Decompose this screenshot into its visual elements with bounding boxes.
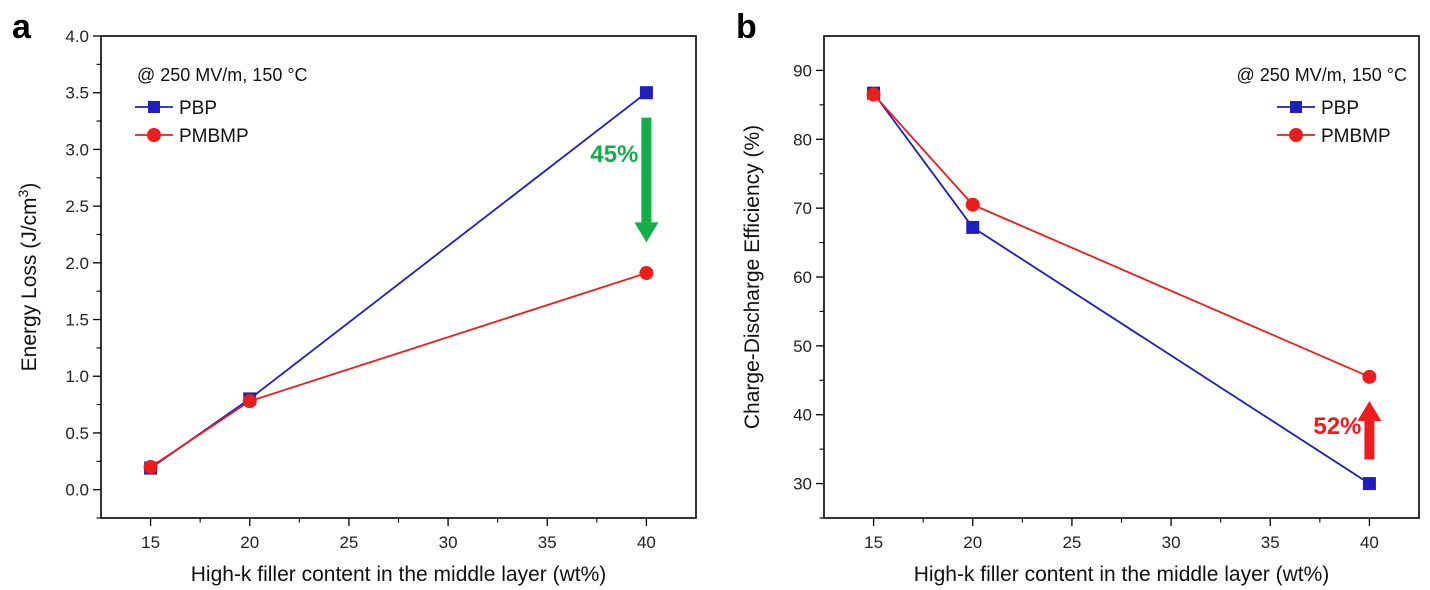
legend-entry-pbp: PBP bbox=[179, 98, 217, 119]
x-tick-label: 25 bbox=[339, 533, 358, 552]
y-axis-label-text: Charge-Discharge Efficiency (%) bbox=[741, 125, 764, 429]
x-tick-label: 15 bbox=[141, 533, 160, 552]
change-arrow-shaft bbox=[1364, 420, 1375, 460]
y-tick-label: 2.5 bbox=[65, 197, 89, 216]
legend-marker-pbp bbox=[1290, 101, 1302, 113]
series-line-pbp bbox=[150, 91, 647, 469]
change-arrow-head bbox=[1357, 400, 1382, 421]
legend-entry-pbp: PBP bbox=[1321, 98, 1359, 119]
data-point-pbp bbox=[1362, 477, 1376, 491]
panel-a: a 15 20 25 30 35 40 0.0 0.5 1.0 1.5 2.0 2.5 3.0 3.5 4.0… bbox=[12, 8, 697, 586]
condition-annotation: @ 250 MV/m, 150 °C bbox=[137, 65, 308, 85]
panel-b: b 15 20 25 30 35 40 30 40 50 60 70 80 90 High-k filler… bbox=[736, 8, 1420, 586]
legend-entry-pmbmp: PMBMP bbox=[179, 126, 249, 147]
y-tick-label: 40 bbox=[793, 406, 812, 425]
change-arrow-head bbox=[634, 222, 659, 243]
x-tick-label: 30 bbox=[1162, 533, 1181, 552]
y-axis-label: Charge-Discharge Efficiency (%) bbox=[741, 125, 764, 429]
x-tick-label: 20 bbox=[240, 533, 259, 552]
y-tick-label: 50 bbox=[793, 337, 812, 356]
y-tick-label: 3.5 bbox=[65, 84, 89, 103]
data-point-pmbmp bbox=[143, 459, 158, 474]
data-point-pmbmp bbox=[866, 87, 881, 102]
y-tick-label: 0.0 bbox=[65, 481, 89, 500]
series-line-pmbmp bbox=[150, 272, 647, 468]
y-tick-label: 0.5 bbox=[65, 424, 89, 443]
x-tick-label: 35 bbox=[538, 533, 557, 552]
legend-marker-pbp bbox=[148, 101, 160, 113]
x-tick-label: 15 bbox=[864, 533, 883, 552]
y-tick-label: 60 bbox=[793, 268, 812, 287]
x-tick-label: 25 bbox=[1062, 533, 1081, 552]
x-tick-label: 30 bbox=[439, 533, 458, 552]
data-point-pmbmp bbox=[965, 197, 980, 212]
data-point-pmbmp bbox=[639, 266, 654, 281]
y-tick-label: 70 bbox=[793, 199, 812, 218]
x-tick-label: 40 bbox=[637, 533, 656, 552]
y-tick-label: 90 bbox=[793, 61, 812, 80]
x-axis-label: High-k filler content in the middle laye… bbox=[914, 563, 1330, 586]
y-tick-label: 4.0 bbox=[65, 27, 89, 46]
y-axis-label-text: Energy Loss (J/cm bbox=[18, 197, 41, 371]
panel-letter: b bbox=[736, 8, 757, 46]
change-arrow-shaft bbox=[641, 117, 652, 223]
x-tick-label: 40 bbox=[1360, 533, 1379, 552]
y-axis-label-sup: 3 bbox=[15, 189, 31, 197]
data-point-pmbmp bbox=[242, 394, 257, 409]
legend-marker-pmbmp bbox=[1289, 128, 1303, 142]
y-tick-label: 3.0 bbox=[65, 140, 89, 159]
y-tick-label: 2.0 bbox=[65, 254, 89, 273]
x-axis-label: High-k filler content in the middle laye… bbox=[191, 563, 607, 586]
data-point-pbp bbox=[639, 86, 653, 100]
change-percent-label: 45% bbox=[590, 141, 638, 168]
series-line-pbp bbox=[872, 92, 1370, 485]
y-tick-label: 80 bbox=[793, 130, 812, 149]
x-tick-label: 35 bbox=[1261, 533, 1280, 552]
change-percent-label: 52% bbox=[1313, 413, 1361, 440]
y-tick-label: 1.5 bbox=[65, 311, 89, 330]
panel-letter: a bbox=[12, 8, 32, 46]
y-axis-label-end: ) bbox=[18, 183, 41, 190]
y-tick-label: 30 bbox=[793, 475, 812, 494]
x-tick-label: 20 bbox=[963, 533, 982, 552]
data-point-pmbmp bbox=[1362, 369, 1377, 384]
y-tick-label: 1.0 bbox=[65, 367, 89, 386]
legend-entry-pmbmp: PMBMP bbox=[1321, 126, 1391, 147]
data-point-pbp bbox=[966, 220, 980, 234]
legend-marker-pmbmp bbox=[147, 128, 161, 142]
y-axis-label: Energy Loss (J/cm3) bbox=[15, 183, 41, 372]
condition-annotation: @ 250 MV/m, 150 °C bbox=[1236, 65, 1407, 85]
